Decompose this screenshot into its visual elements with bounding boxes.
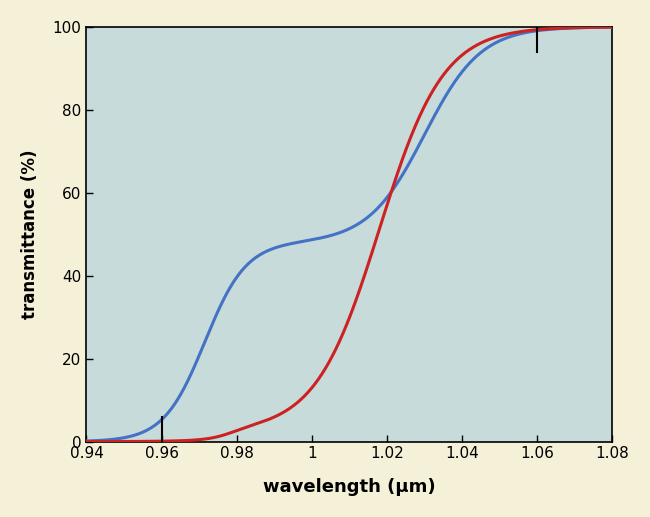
X-axis label: wavelength (μm): wavelength (μm): [263, 478, 436, 496]
Y-axis label: transmittance (%): transmittance (%): [21, 149, 39, 319]
